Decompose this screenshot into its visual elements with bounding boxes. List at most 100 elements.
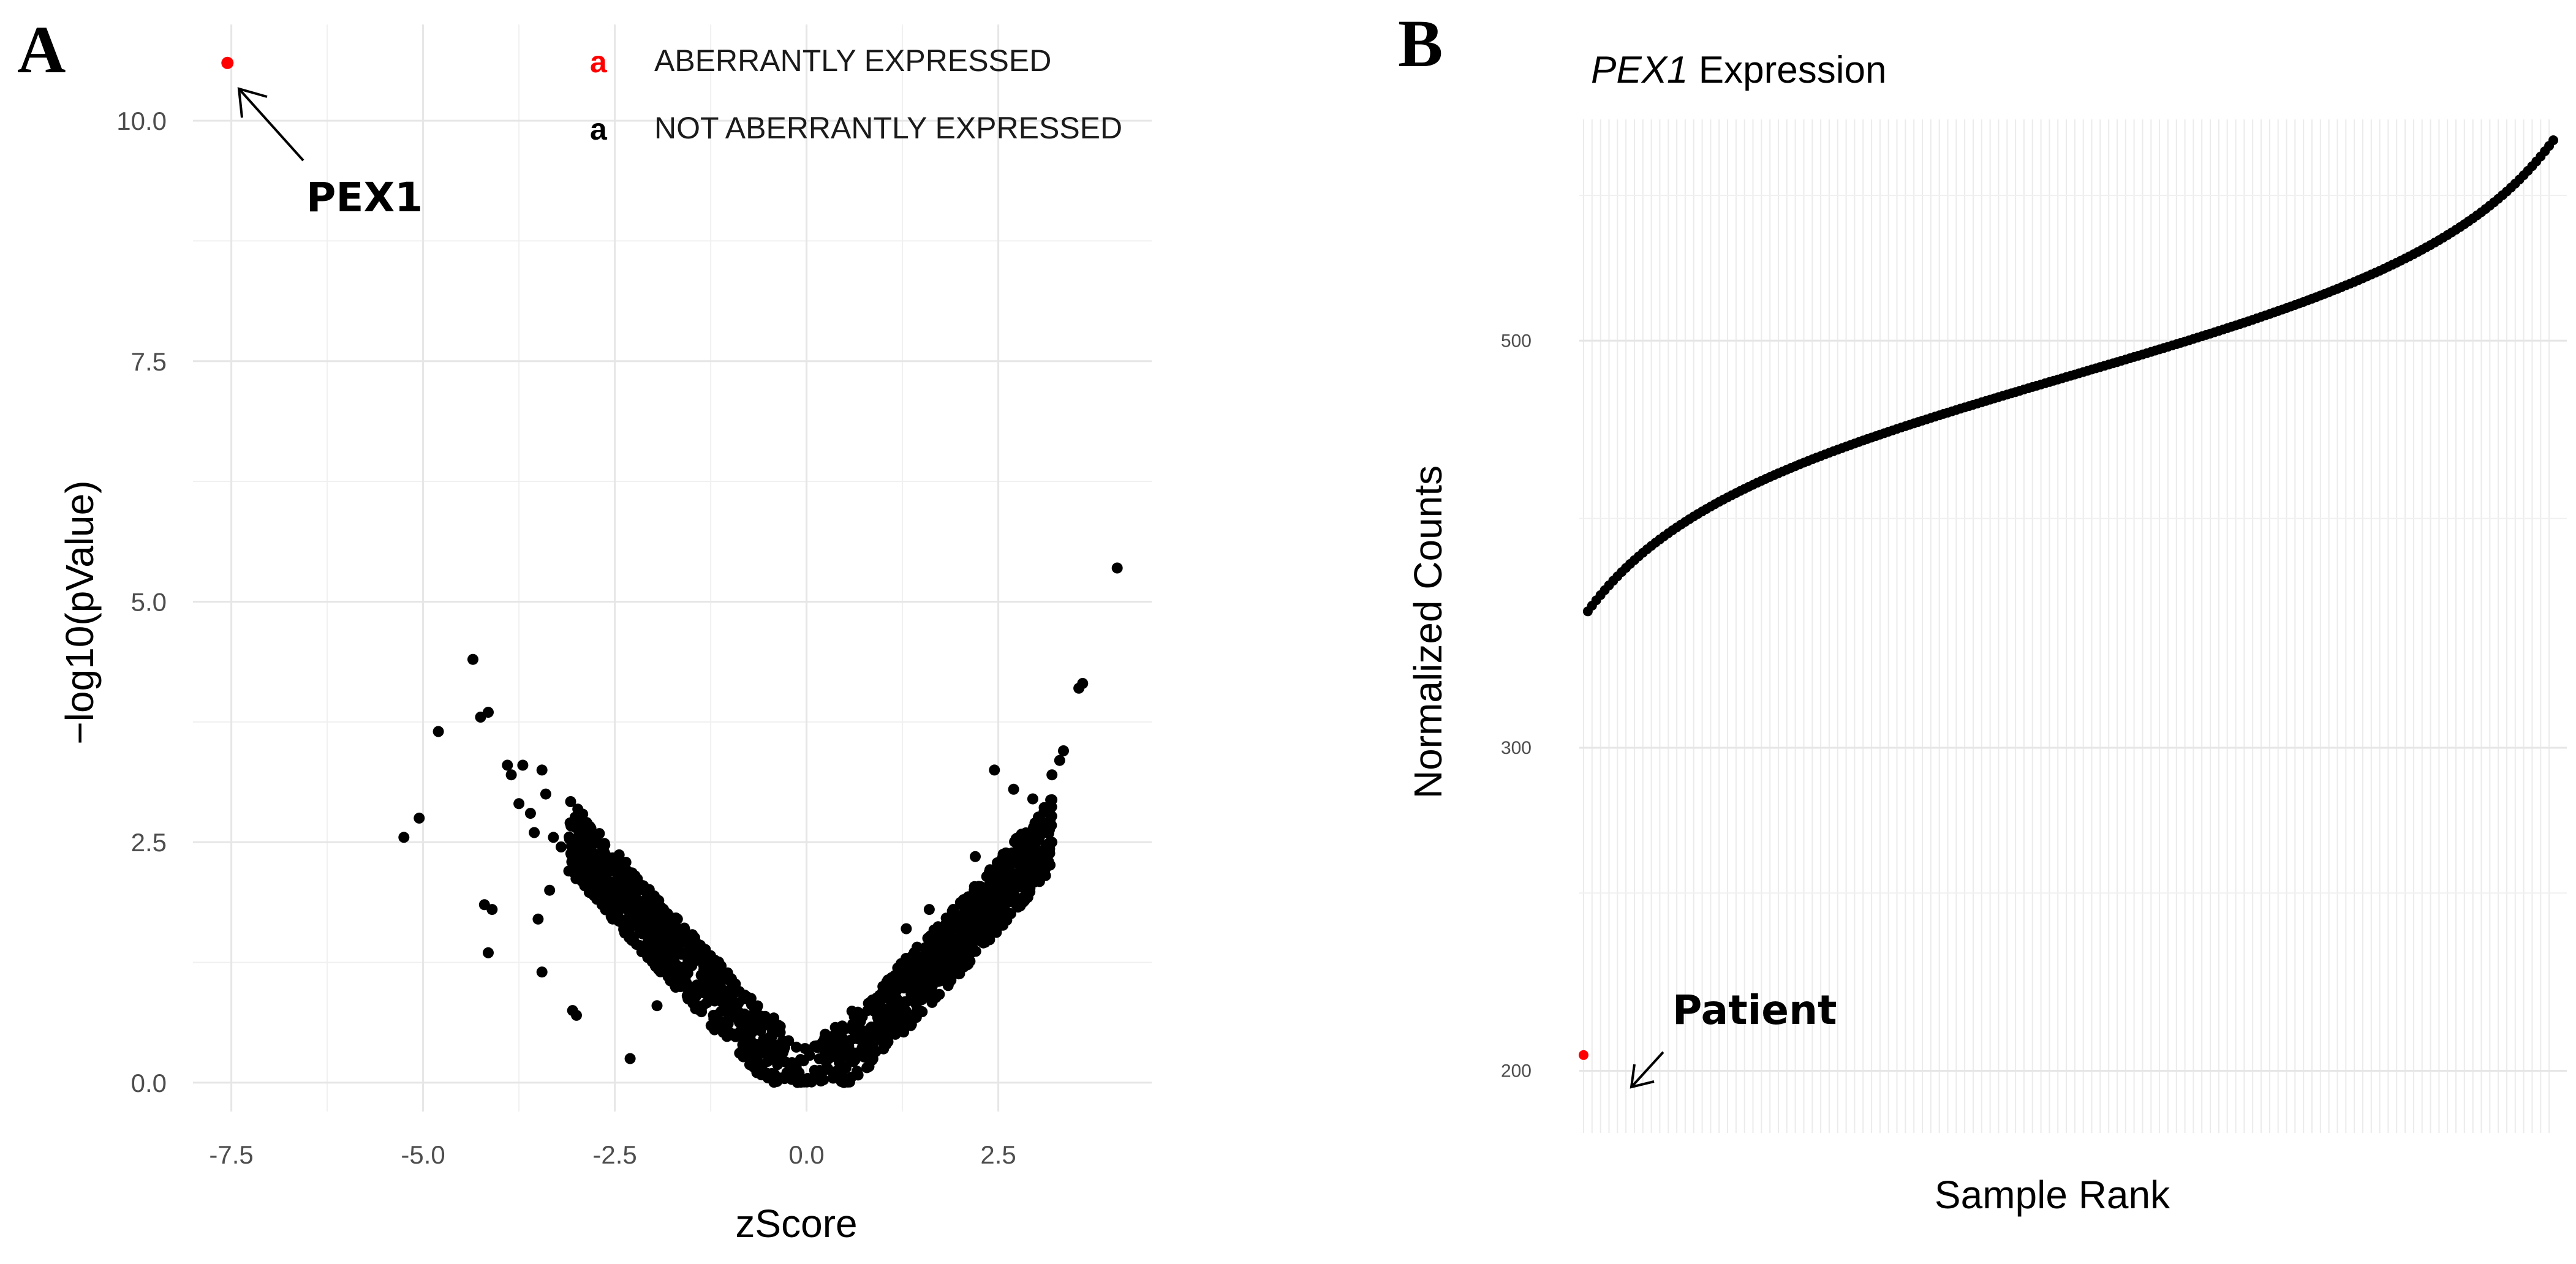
patient-data-point — [1579, 1050, 1588, 1060]
panel-a-data-point — [524, 808, 536, 819]
pex1-arrow — [238, 88, 304, 162]
panel-a-data-point — [483, 707, 494, 718]
panel-a-data-point — [964, 955, 976, 967]
panel-a-data-point — [571, 1009, 582, 1021]
panel-a-data-point — [934, 988, 945, 1000]
panel-a-data-point — [991, 925, 1002, 937]
panel-a-data-point — [973, 881, 984, 892]
panel-a-volcano-plot: A -7.5 -5.0 -2.5 0.0 2.5 0.0 2.5 5.0 7.5 10.0 zSc… — [17, 12, 1152, 1246]
panel-a-data-point — [540, 788, 551, 800]
panel-a-data-point — [958, 894, 969, 906]
panel-a-data-point — [978, 897, 989, 909]
panel-a-data-point — [989, 764, 1000, 776]
panel-a-data-point — [599, 874, 610, 886]
panel-a-data-point — [1040, 804, 1052, 816]
panel-a-data-point — [751, 1001, 763, 1013]
panel-a-data-point — [486, 904, 498, 916]
panel-a-data-point — [624, 1053, 636, 1064]
panel-a-data-point — [606, 876, 618, 888]
panel-a-data-point — [903, 977, 915, 988]
panel-a-data-point — [432, 726, 444, 737]
panel-a-data-point — [882, 1026, 893, 1037]
panel-a-data-point — [951, 933, 962, 945]
panel-a-x-axis-title: zScore — [735, 1202, 857, 1246]
panel-a-data-point — [892, 1005, 904, 1017]
panel-a-data-point — [762, 1072, 774, 1084]
panel-a-letter: A — [17, 12, 66, 87]
panel-a-data-point — [822, 1063, 834, 1075]
panel-a-data-point — [643, 927, 654, 939]
panel-a-data-point — [879, 987, 890, 999]
panel-a-data-point — [915, 1005, 926, 1017]
panel-a-data-point — [652, 958, 664, 969]
pex1-annotation-label: PEX1 — [306, 174, 423, 221]
panel-a-data-point — [678, 980, 690, 992]
panel-a-y-tick-label: 0.0 — [131, 1069, 167, 1097]
panel-a-data-point — [812, 1066, 823, 1077]
panel-a-data-point — [976, 924, 988, 935]
panel-a-data-point — [398, 832, 410, 843]
panel-a-data-point — [608, 891, 620, 903]
patient-arrowhead — [1630, 1064, 1655, 1089]
panel-a-y-tick-label: 10.0 — [116, 107, 167, 135]
panel-b-y-axis-title: Normalized Counts — [1406, 465, 1450, 799]
panel-a-data-points — [221, 56, 1123, 1088]
panel-a-data-point — [970, 946, 981, 957]
panel-a-data-point — [1015, 862, 1026, 873]
panel-a-x-tick-label: -2.5 — [592, 1140, 636, 1169]
panel-a-data-point — [548, 832, 559, 843]
panel-a-data-point — [600, 893, 612, 905]
panel-a-y-tick-label: 7.5 — [131, 347, 167, 376]
patient-annotation-label: Patient — [1672, 987, 1837, 1034]
panel-a-data-point — [837, 1038, 848, 1050]
panel-a-data-point — [958, 911, 969, 922]
panel-a-data-point — [834, 1057, 845, 1069]
panel-a-data-point — [648, 950, 659, 961]
panel-a-data-point — [622, 889, 634, 900]
panel-a-data-point — [626, 935, 638, 946]
panel-a-data-point — [1024, 872, 1035, 884]
panel-a-data-point — [944, 926, 956, 937]
panel-a-data-point — [517, 759, 529, 771]
panel-a-data-point — [739, 1008, 750, 1020]
panel-a-data-point — [717, 1017, 729, 1028]
panel-a-data-point — [621, 915, 632, 926]
panel-a-data-point — [670, 937, 681, 949]
legend-label-aberrant: ABERRANTLY EXPRESSED — [654, 43, 1051, 78]
panel-b-letter: B — [1398, 6, 1443, 81]
panel-a-data-point — [926, 981, 938, 993]
panel-a-data-point — [776, 1037, 788, 1049]
panel-a-tick-labels: -7.5 -5.0 -2.5 0.0 2.5 0.0 2.5 5.0 7.5 10.0 — [116, 107, 1016, 1169]
panel-b-title: PEX1 Expression — [1591, 49, 1886, 91]
panel-a-data-point — [978, 889, 990, 901]
panel-b-y-tick-label: 500 — [1501, 331, 1532, 351]
panel-a-data-point — [700, 977, 712, 988]
panel-a-data-point — [836, 1074, 847, 1085]
panel-a-data-point — [640, 895, 652, 906]
panel-a-data-point — [1014, 870, 1026, 881]
panel-a-data-point — [687, 954, 698, 966]
panel-a-data-point — [944, 970, 956, 981]
panel-a-data-point — [1037, 865, 1048, 876]
panel-a-data-point — [877, 1009, 888, 1021]
panel-a-data-point — [795, 1054, 806, 1066]
panel-a-data-point — [607, 913, 618, 925]
panel-a-data-point — [651, 1000, 663, 1012]
panel-a-data-point — [934, 963, 946, 974]
panel-a-data-point — [574, 868, 586, 880]
panel-a-data-point — [626, 867, 638, 879]
panel-a-data-point — [929, 951, 941, 963]
panel-a-data-point — [632, 915, 644, 927]
panel-a-data-point — [536, 966, 548, 978]
panel-a-data-point — [583, 875, 594, 886]
panel-a-data-point — [502, 759, 513, 771]
panel-a-data-point — [564, 817, 576, 829]
panel-a-data-point — [1008, 783, 1019, 795]
panel-a-data-point — [532, 913, 544, 925]
panel-a-data-point — [964, 922, 975, 933]
panel-a-data-point — [529, 827, 540, 838]
panel-a-data-point — [570, 856, 581, 867]
panel-a-data-point — [635, 884, 646, 895]
panel-a-data-point — [858, 1043, 870, 1055]
panel-b-x-axis-title: Sample Rank — [1935, 1173, 2170, 1217]
